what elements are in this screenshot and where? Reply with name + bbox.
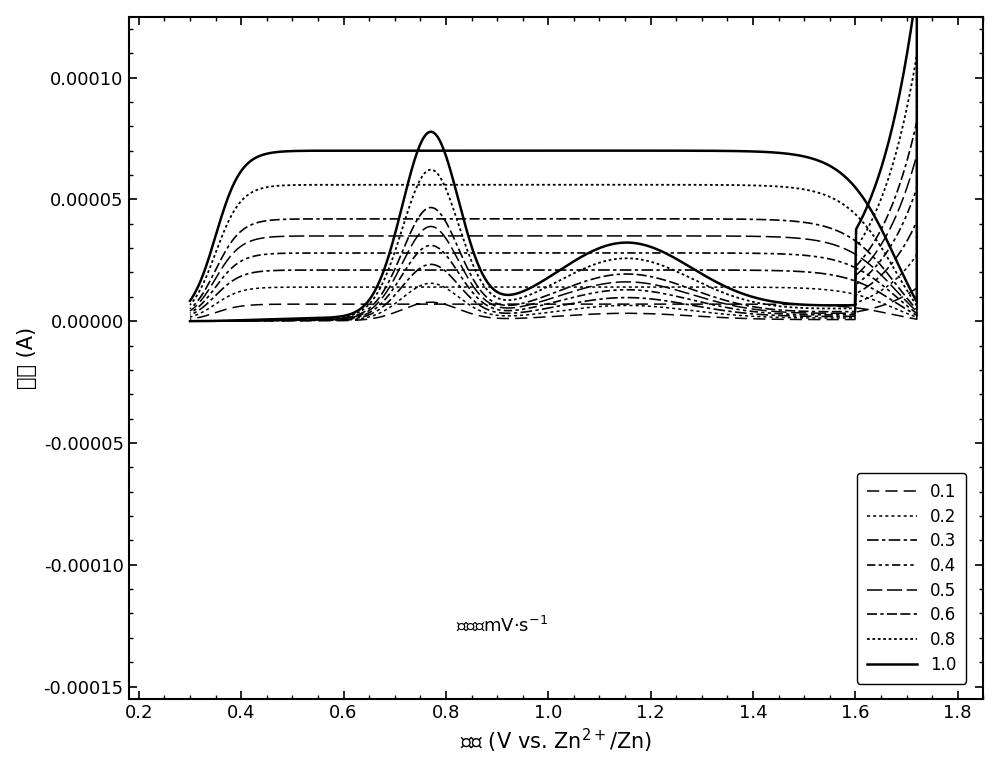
X-axis label: 电压 (V vs. Zn$^{2+}$/Zn): 电压 (V vs. Zn$^{2+}$/Zn): [460, 727, 652, 755]
0.1: [184, 317, 196, 326]
0.8: [911, 51, 923, 60]
1.0: [184, 317, 196, 326]
0.1: [377, 312, 389, 321]
0.4: [674, 293, 686, 302]
1.0: [843, 176, 855, 185]
0.8: [674, 269, 686, 278]
0.3: [843, 274, 855, 283]
0.6: [815, 307, 827, 317]
0.8: [873, 239, 885, 249]
0.4: [911, 184, 923, 193]
0.1: [843, 303, 855, 312]
0.2: [184, 313, 196, 322]
0.8: [184, 317, 196, 326]
0.1: [911, 283, 923, 293]
0.8: [843, 204, 855, 213]
0.3: [184, 310, 196, 320]
0.4: [843, 260, 855, 269]
1.0: [184, 296, 196, 306]
Legend: 0.1, 0.2, 0.3, 0.4, 0.5, 0.6, 0.8, 1.0: 0.1, 0.2, 0.3, 0.4, 0.5, 0.6, 0.8, 1.0: [857, 473, 966, 683]
0.8: [377, 278, 389, 287]
0.6: [843, 232, 855, 242]
0.3: [429, 260, 441, 269]
Text: 单位：mV·s$^{-1}$: 单位：mV·s$^{-1}$: [456, 616, 548, 635]
Line: 0.4: 0.4: [190, 188, 917, 321]
0.8: [184, 300, 196, 310]
0.5: [429, 223, 441, 232]
0.4: [377, 297, 389, 306]
0.1: [873, 307, 885, 317]
0.2: [815, 313, 827, 323]
Line: 0.8: 0.8: [190, 56, 917, 321]
0.6: [377, 287, 389, 296]
0.5: [184, 317, 196, 326]
Line: 0.6: 0.6: [190, 122, 917, 321]
0.6: [184, 317, 196, 326]
Y-axis label: 电流 (A): 电流 (A): [17, 327, 37, 389]
1.0: [377, 268, 389, 277]
0.6: [873, 259, 885, 268]
0.4: [184, 317, 196, 326]
1.0: [674, 256, 686, 266]
0.6: [674, 280, 686, 290]
1.0: [873, 220, 885, 229]
0.3: [911, 217, 923, 226]
0.3: [184, 317, 196, 326]
0.8: [429, 167, 441, 176]
Line: 0.3: 0.3: [190, 222, 917, 321]
0.1: [815, 315, 827, 324]
0.4: [815, 310, 827, 320]
0.5: [184, 306, 196, 316]
0.3: [674, 299, 686, 308]
0.3: [873, 288, 885, 297]
1.0: [815, 300, 827, 310]
0.5: [911, 151, 923, 160]
0.2: [674, 304, 686, 313]
0.4: [429, 242, 441, 251]
0.2: [911, 250, 923, 259]
0.2: [873, 297, 885, 306]
0.3: [815, 312, 827, 321]
Line: 0.5: 0.5: [190, 155, 917, 321]
0.2: [429, 279, 441, 288]
0.4: [873, 278, 885, 287]
0.5: [815, 309, 827, 318]
0.5: [873, 269, 885, 278]
0.3: [377, 302, 389, 311]
1.0: [429, 129, 441, 138]
0.5: [674, 286, 686, 296]
0.5: [843, 246, 855, 256]
0.6: [184, 304, 196, 313]
0.8: [815, 304, 827, 313]
0.2: [843, 289, 855, 298]
0.5: [377, 293, 389, 302]
Line: 0.1: 0.1: [190, 288, 917, 321]
0.6: [429, 204, 441, 213]
Line: 1.0: 1.0: [190, 0, 917, 321]
0.2: [184, 317, 196, 326]
0.6: [911, 117, 923, 127]
0.1: [674, 310, 686, 320]
0.2: [377, 306, 389, 316]
0.4: [184, 308, 196, 317]
0.1: [429, 298, 441, 307]
Line: 0.2: 0.2: [190, 255, 917, 321]
0.1: [184, 314, 196, 323]
